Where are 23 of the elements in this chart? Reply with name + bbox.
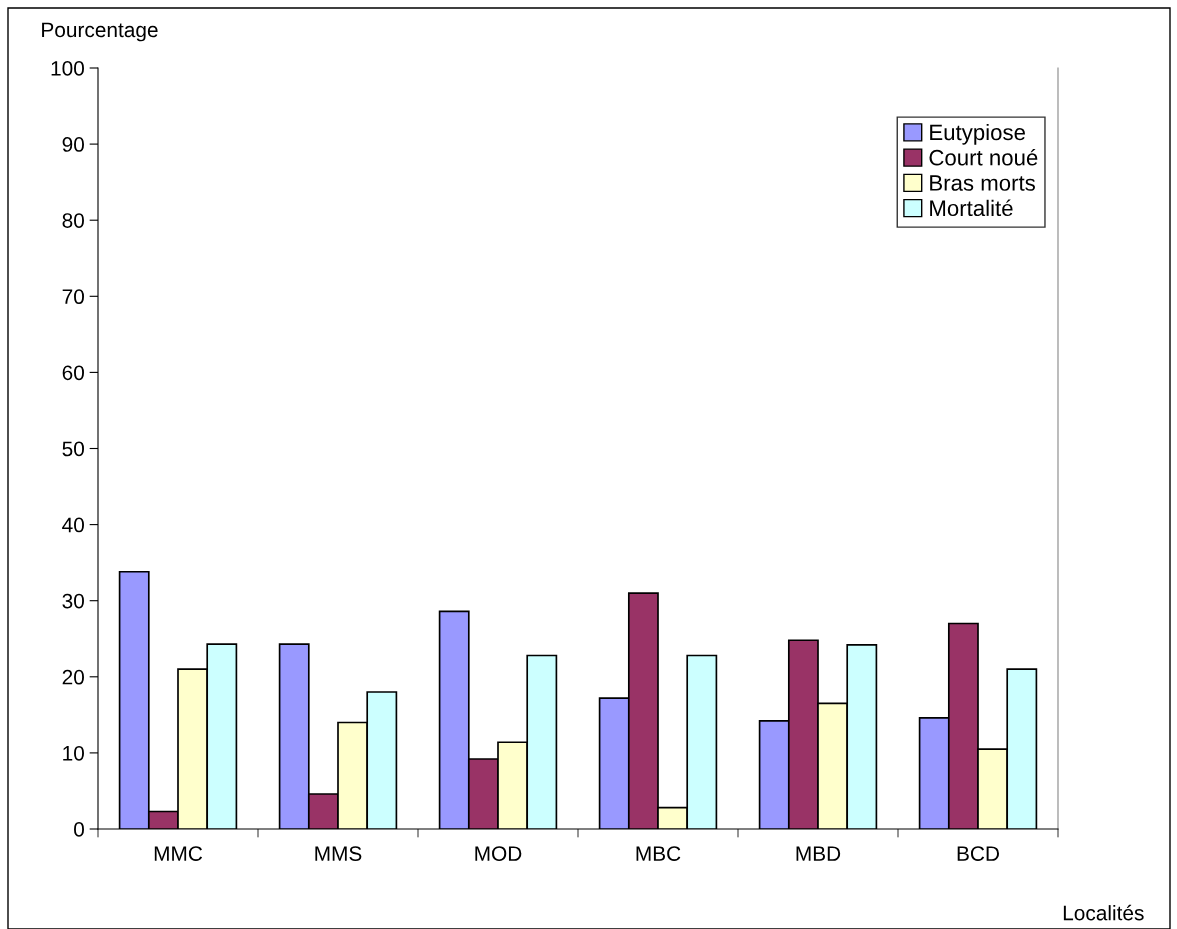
x-tick-label: MMS — [315, 846, 362, 861]
legend-label: Bras morts — [930, 175, 1035, 191]
legend-label: Court noué — [929, 148, 1038, 166]
legend-label: Mortalité — [930, 199, 1013, 217]
y-tick-label: 80 — [62, 213, 84, 228]
y-tick-label: 90 — [62, 137, 84, 152]
y-tick-label: 100 — [51, 61, 84, 76]
legend-label: Eutypiose — [930, 123, 1025, 145]
y-tick-label: 70 — [62, 289, 84, 305]
y-tick-label: 20 — [62, 669, 84, 685]
x-tick-label: MOD — [475, 846, 522, 861]
y-tick-label: 50 — [62, 441, 84, 457]
y-tick-label: 40 — [62, 517, 84, 533]
y-tick-label: 60 — [62, 365, 84, 381]
x-tick-label: MBD — [796, 846, 841, 861]
y-tick-label: 0 — [74, 822, 84, 837]
y-axis-title: Pourcentage — [42, 22, 158, 42]
x-tick-label: BCD — [957, 846, 999, 861]
x-axis-title: Localités — [1063, 904, 1144, 921]
x-tick-label: MMC — [154, 846, 203, 861]
x-tick-label: MBC — [636, 846, 681, 861]
y-tick-label: 10 — [63, 745, 84, 761]
y-tick-label: 30 — [62, 593, 84, 609]
